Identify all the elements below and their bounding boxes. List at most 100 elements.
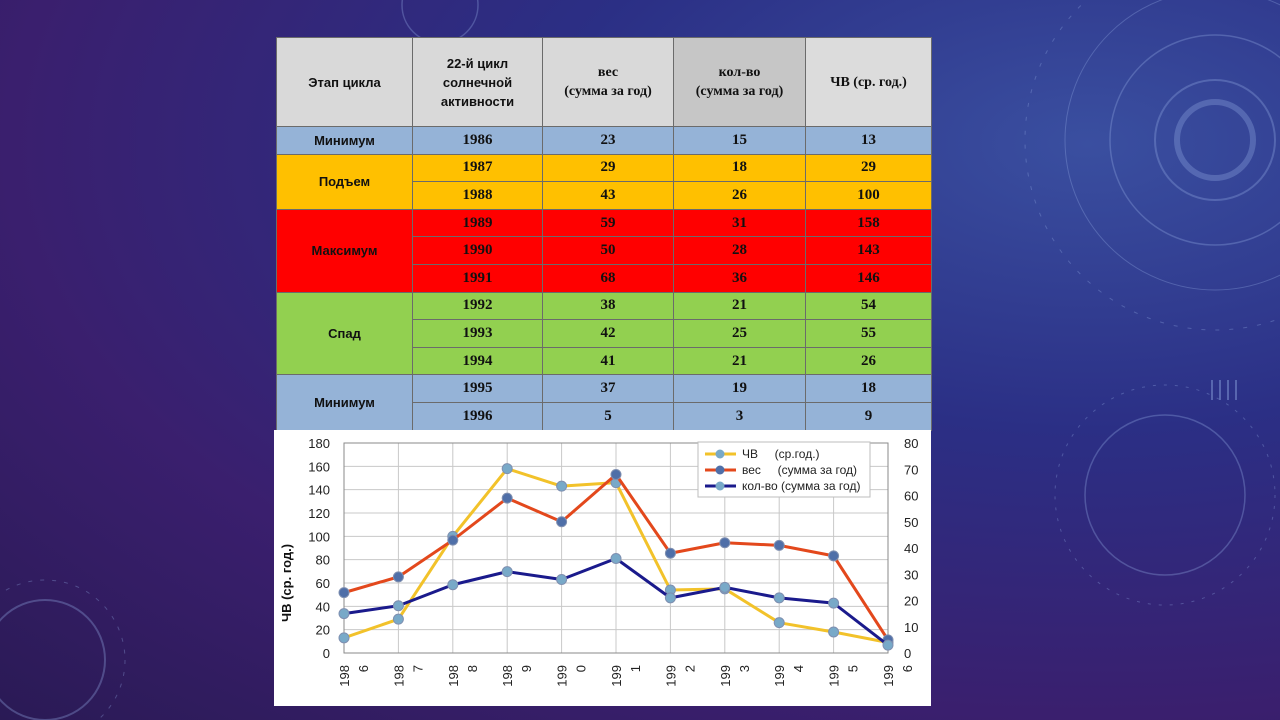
x-tick-label-part2: 5	[846, 665, 861, 672]
header-stage: Этап цикла	[276, 37, 413, 127]
x-tick-label-part1: 198	[500, 665, 515, 687]
table-row: Подъем 1987 29 18 29	[276, 153, 932, 210]
stage-decline: Спад	[276, 291, 413, 376]
cell-kol: 36	[673, 263, 806, 293]
x-tick-label-part2: 1	[628, 665, 643, 672]
y-tick-left: 0	[323, 646, 330, 661]
cell-kol: 25	[673, 319, 806, 348]
cell-ves: 43	[542, 181, 674, 210]
y-tick-right: 30	[904, 567, 918, 582]
y-tick-left: 160	[308, 459, 330, 474]
x-axis: 198 6 198 7 198 8 198 9 199 0 199 1 199 2 199 3 199 4 199 5…	[337, 665, 915, 687]
y-tick-right: 60	[904, 489, 918, 504]
y-tick-left: 120	[308, 506, 330, 521]
stage-minimum: Минимум	[276, 126, 413, 155]
cell-ves: 41	[542, 346, 674, 376]
y-tick-left: 20	[316, 623, 330, 638]
cell-year: 1993	[412, 319, 543, 348]
cell-kol: 15	[673, 126, 806, 155]
x-tick-label-part2: 8	[465, 665, 480, 672]
data-point	[556, 516, 568, 528]
solar-cycle-table: Этап цикла 22-й цикл солнечной активност…	[276, 37, 932, 431]
chart-series	[338, 463, 894, 651]
data-point	[338, 632, 350, 644]
table-header-row: Этап цикла 22-й цикл солнечной активност…	[276, 37, 932, 127]
data-table: Этап цикла 22-й цикл солнечной активност…	[276, 37, 932, 431]
y-tick-right: 50	[904, 515, 918, 530]
header-kol-line2: (сумма за год)	[695, 84, 784, 99]
table-row: Максимум 1989 59 31 158	[276, 208, 932, 293]
cell-chv: 100	[805, 181, 932, 210]
x-tick-label-part1: 199	[663, 665, 678, 687]
legend-swatch-marker	[715, 481, 725, 491]
cell-ves: 50	[542, 236, 674, 265]
cell-chv: 9	[805, 401, 932, 431]
data-point	[610, 469, 622, 480]
data-point	[556, 480, 568, 492]
cell-year: 1987	[412, 153, 543, 183]
cell-year: 1995	[412, 374, 543, 403]
cell-kol: 26	[673, 181, 806, 210]
header-ves-line2: (сумма за год)	[564, 84, 652, 99]
chart-legend: ЧВ (ср.год.) вес (сумма за год) кол-во (су…	[697, 441, 871, 498]
data-point	[664, 592, 676, 604]
header-kol-line1: кол-во	[718, 65, 761, 80]
stage-rise: Подъем	[276, 153, 413, 210]
data-point	[392, 613, 404, 625]
cell-year: 1994	[412, 346, 543, 376]
cell-kol: 31	[673, 208, 806, 238]
data-point	[556, 574, 568, 585]
cell-year: 1989	[412, 208, 543, 238]
header-ves: вес (сумма за год)	[542, 37, 674, 127]
y-tick-left: 40	[316, 599, 330, 614]
cell-ves: 23	[542, 126, 674, 155]
cell-ves: 37	[542, 374, 674, 403]
legend-label: кол-во (сумма за год)	[742, 479, 860, 493]
cell-ves: 68	[542, 263, 674, 293]
data-point	[719, 581, 731, 593]
table-row: Спад 1992 38 21 54	[276, 291, 932, 376]
data-point	[828, 597, 840, 609]
table-row: Минимум 1995 37 19 18	[276, 374, 932, 431]
x-tick-label-part2: 3	[737, 665, 752, 672]
header-chv: ЧВ (ср. год.)	[805, 37, 932, 127]
data-point	[338, 587, 350, 599]
legend-label: вес (сумма за год)	[742, 463, 857, 477]
cell-kol: 3	[673, 401, 806, 431]
data-point	[501, 463, 513, 475]
x-tick-label-part1: 198	[446, 665, 461, 687]
stage-maximum: Максимум	[276, 208, 413, 293]
cell-chv: 18	[805, 374, 932, 403]
data-point	[501, 492, 513, 504]
y-tick-left: 80	[316, 553, 330, 568]
cell-chv: 54	[805, 291, 932, 321]
table-row: 1994 41 21 26	[277, 346, 932, 376]
data-point	[447, 534, 459, 546]
y-axis-right: 0 10 20 30 40 50 60 70 80	[904, 436, 918, 661]
x-tick-label-part1: 198	[337, 665, 352, 687]
y-tick-left: 60	[316, 576, 330, 591]
legend-swatch-marker	[715, 449, 725, 459]
y-tick-right: 20	[904, 594, 918, 609]
cell-chv: 26	[805, 346, 932, 376]
x-tick-label-part2: 7	[410, 665, 425, 672]
data-point	[828, 626, 840, 638]
cell-year: 1986	[412, 126, 543, 155]
cell-ves: 5	[542, 401, 674, 431]
cell-year: 1992	[412, 291, 543, 321]
x-tick-label-part1: 199	[555, 665, 570, 687]
data-point	[392, 571, 404, 583]
cell-chv: 13	[805, 126, 932, 155]
cell-year: 1996	[412, 401, 543, 431]
data-point	[501, 566, 513, 578]
table-row: 1991 68 36 146	[277, 263, 932, 293]
plot-area-border	[343, 442, 889, 654]
x-tick-label-part1: 199	[772, 665, 787, 687]
cell-chv: 143	[805, 236, 932, 265]
data-point	[338, 608, 350, 620]
x-tick-label-part2: 6	[900, 665, 915, 672]
cell-ves: 42	[542, 319, 674, 348]
stage-minimum-2: Минимум	[276, 374, 413, 431]
header-ves-line1: вес	[597, 65, 619, 80]
